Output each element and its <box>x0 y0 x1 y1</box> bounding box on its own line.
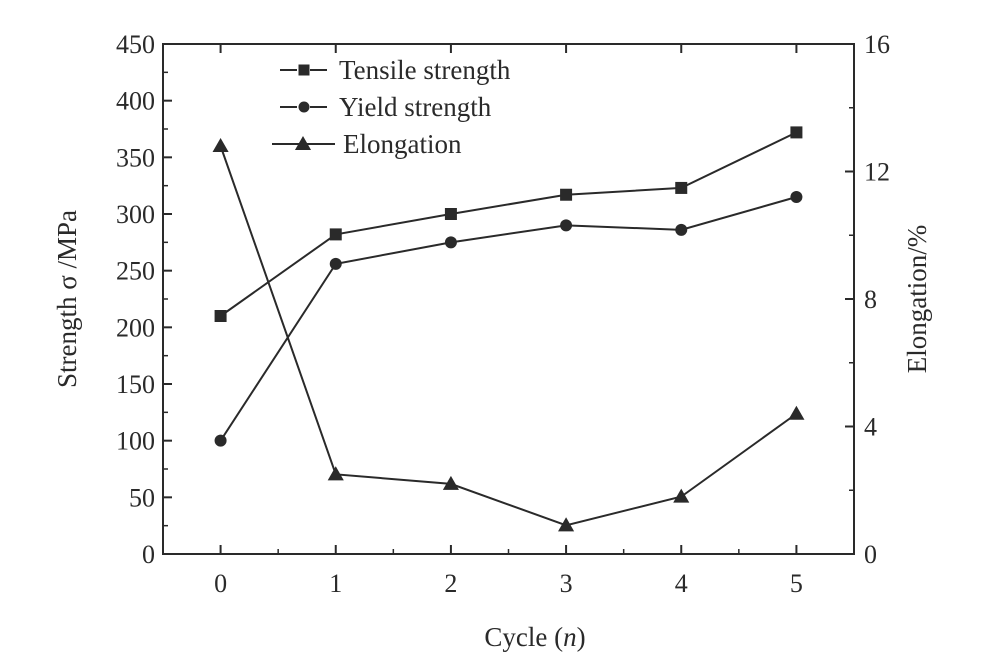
x-tick-label: 3 <box>560 569 573 598</box>
legend-label: Tensile strength <box>339 55 511 85</box>
left-axis: 0 50 100 150 200 250 300 350 400 450 <box>116 30 172 569</box>
y-tick-label: 400 <box>116 87 155 116</box>
y-tick-label: 300 <box>116 200 155 229</box>
x-tick-label: 4 <box>675 569 688 598</box>
y-axis-title: Strength σ /MPa <box>52 210 82 388</box>
y-tick-label: 200 <box>116 313 155 342</box>
legend: Tensile strength Yield strength Elongation <box>272 55 511 159</box>
data-point <box>329 228 342 241</box>
legend-label: Elongation <box>343 129 462 159</box>
y-tick-label: 250 <box>116 257 155 286</box>
data-point <box>444 236 457 249</box>
data-point <box>675 181 688 194</box>
y-tick-label: 450 <box>116 30 155 59</box>
data-point <box>560 188 573 201</box>
data-point <box>790 191 803 203</box>
y2-tick-label: 12 <box>864 158 890 187</box>
x-tick-label: 0 <box>214 569 227 598</box>
y-tick-label: 150 <box>116 370 155 399</box>
right-axis: 0 4 8 12 16 <box>845 30 890 569</box>
data-point <box>442 475 459 490</box>
data-point <box>675 223 688 236</box>
x-axis: 0 1 2 3 4 5 <box>162 44 855 598</box>
data-point <box>560 219 573 232</box>
x-tick-label: 2 <box>444 569 457 598</box>
x-tick-label: 1 <box>329 569 342 598</box>
y2-axis-title: Elongation/% <box>902 225 932 373</box>
data-point <box>327 466 344 481</box>
series-triangle <box>212 137 805 532</box>
y2-tick-label: 8 <box>864 285 877 314</box>
x-tick-label: 5 <box>790 569 803 598</box>
data-point <box>673 488 690 503</box>
series-line <box>219 196 797 442</box>
series-square <box>214 126 803 322</box>
series-circle <box>214 191 803 447</box>
data-point <box>788 405 805 420</box>
data-point <box>212 137 229 153</box>
y-tick-label: 0 <box>142 540 155 569</box>
y2-tick-label: 16 <box>864 30 890 59</box>
series-line <box>220 131 797 317</box>
plot-frame <box>162 43 855 555</box>
data-point <box>214 434 227 447</box>
y2-tick-label: 4 <box>864 413 877 442</box>
series-line <box>219 145 798 527</box>
data-point <box>214 310 227 322</box>
legend-label: Yield strength <box>339 92 492 122</box>
y-tick-label: 350 <box>116 143 155 172</box>
data-point <box>329 257 342 270</box>
legend-marker <box>298 101 310 113</box>
legend-marker <box>294 135 312 151</box>
data-point <box>790 126 803 139</box>
data-point <box>444 208 457 220</box>
y-tick-label: 100 <box>116 427 155 456</box>
x-axis-title: Cycle (n) <box>484 622 585 652</box>
legend-marker <box>298 64 310 76</box>
series-layer <box>212 126 805 532</box>
y-tick-label: 50 <box>129 483 155 512</box>
y2-tick-label: 0 <box>864 540 877 569</box>
data-point <box>558 517 575 532</box>
